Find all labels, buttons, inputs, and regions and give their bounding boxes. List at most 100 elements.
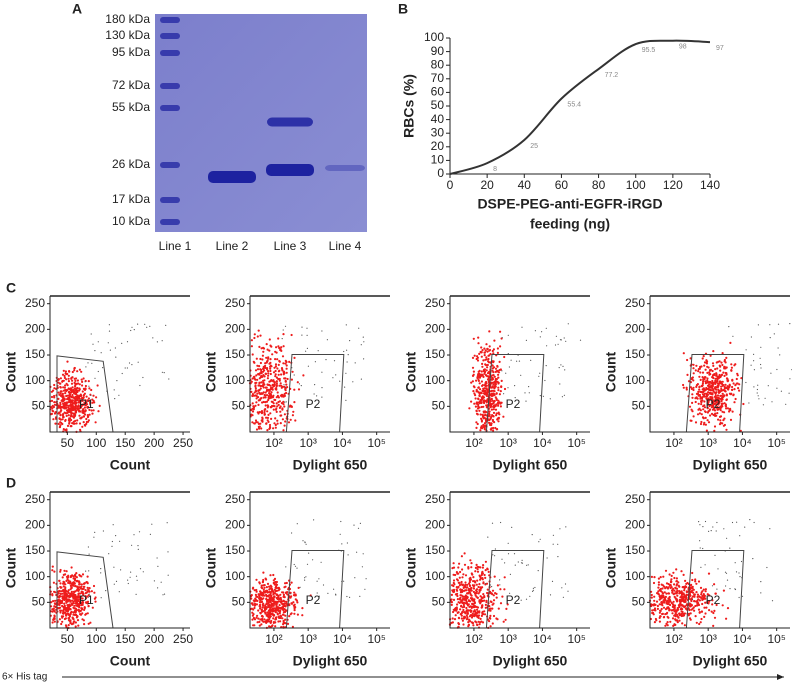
event-dot bbox=[274, 618, 278, 621]
event-dot bbox=[281, 355, 285, 358]
event-dot bbox=[65, 570, 68, 573]
event-dot bbox=[267, 388, 270, 391]
event-dot bbox=[282, 595, 285, 598]
event-dot bbox=[492, 408, 495, 411]
event-dot bbox=[673, 614, 676, 617]
event-dot bbox=[478, 376, 482, 379]
event-dot bbox=[546, 345, 548, 347]
event-dot bbox=[279, 596, 282, 599]
event-dot bbox=[464, 574, 468, 577]
event-dot bbox=[669, 581, 673, 584]
event-dot bbox=[452, 562, 455, 565]
event-dot bbox=[497, 386, 500, 389]
event-dot bbox=[74, 408, 77, 411]
event-dot bbox=[53, 401, 56, 404]
event-dot bbox=[466, 583, 469, 587]
event-dot bbox=[557, 543, 559, 545]
event-dot bbox=[66, 372, 69, 376]
y-axis-label: Count bbox=[603, 547, 619, 588]
event-dot bbox=[84, 384, 87, 388]
event-dot bbox=[265, 389, 268, 392]
event-dot bbox=[291, 625, 294, 629]
event-dot bbox=[296, 523, 298, 525]
event-dot bbox=[503, 588, 506, 591]
event-dot bbox=[79, 417, 82, 420]
event-dot bbox=[79, 587, 82, 590]
footer: 6× His tag bbox=[2, 672, 47, 683]
event-dot bbox=[450, 621, 453, 625]
event-dot bbox=[62, 402, 65, 405]
event-dot bbox=[269, 412, 272, 415]
event-dot bbox=[488, 616, 491, 620]
event-dot bbox=[497, 607, 500, 610]
event-dot bbox=[706, 407, 709, 410]
event-dot bbox=[258, 425, 261, 428]
event-dot bbox=[488, 620, 491, 623]
event-dot bbox=[494, 384, 497, 387]
event-dot bbox=[478, 352, 481, 355]
event-dot bbox=[288, 360, 291, 363]
event-dot bbox=[459, 596, 462, 599]
event-dot bbox=[736, 374, 739, 377]
event-dot bbox=[262, 347, 266, 350]
event-dot bbox=[93, 597, 96, 600]
event-dot bbox=[700, 390, 703, 394]
event-dot bbox=[458, 584, 461, 587]
event-dot bbox=[281, 338, 283, 340]
event-dot bbox=[695, 582, 698, 585]
event-dot bbox=[464, 586, 467, 589]
event-dot bbox=[279, 614, 282, 617]
event-dot bbox=[701, 590, 704, 593]
event-dot bbox=[505, 607, 508, 611]
event-dot bbox=[102, 367, 104, 369]
event-dot bbox=[474, 594, 477, 597]
event-dot bbox=[668, 599, 671, 602]
event-dot bbox=[703, 392, 707, 395]
event-dot bbox=[777, 323, 780, 325]
event-dot bbox=[352, 381, 354, 383]
event-dot bbox=[62, 369, 65, 372]
event-dot bbox=[256, 378, 259, 381]
event-dot bbox=[712, 350, 715, 353]
event-dot bbox=[267, 374, 270, 377]
event-dot bbox=[57, 422, 60, 425]
event-dot bbox=[85, 570, 87, 572]
event-dot bbox=[262, 386, 265, 389]
event-dot bbox=[70, 388, 73, 391]
event-dot bbox=[477, 386, 480, 389]
event-dot bbox=[691, 393, 694, 396]
event-dot bbox=[457, 581, 460, 584]
event-dot bbox=[484, 349, 487, 352]
event-dot bbox=[691, 587, 694, 590]
event-dot bbox=[346, 542, 348, 544]
event-dot bbox=[694, 615, 697, 618]
event-dot bbox=[346, 361, 348, 363]
event-dot bbox=[72, 389, 75, 392]
x-tick-label: 150 bbox=[115, 632, 135, 646]
event-dot bbox=[462, 589, 466, 593]
event-dot bbox=[722, 419, 725, 422]
event-dot bbox=[81, 396, 84, 400]
event-dot bbox=[562, 365, 564, 367]
event-dot bbox=[710, 406, 714, 409]
event-dot bbox=[270, 604, 273, 607]
event-dot bbox=[61, 576, 64, 579]
event-dot bbox=[492, 389, 495, 392]
event-dot bbox=[272, 573, 275, 577]
event-dot bbox=[452, 598, 456, 602]
event-dot bbox=[545, 365, 547, 367]
event-dot bbox=[362, 553, 364, 555]
event-dot bbox=[153, 580, 155, 582]
event-dot bbox=[86, 582, 89, 585]
event-dot bbox=[534, 586, 536, 589]
event-dot bbox=[277, 345, 280, 348]
marker-label: 55 kDa bbox=[112, 100, 150, 114]
event-dot bbox=[711, 585, 714, 587]
event-dot bbox=[52, 418, 55, 421]
event-dot bbox=[72, 416, 75, 419]
event-dot bbox=[71, 386, 74, 389]
event-dot bbox=[653, 621, 657, 624]
event-dot bbox=[321, 330, 323, 332]
event-dot bbox=[756, 388, 759, 391]
event-dot bbox=[472, 624, 475, 627]
